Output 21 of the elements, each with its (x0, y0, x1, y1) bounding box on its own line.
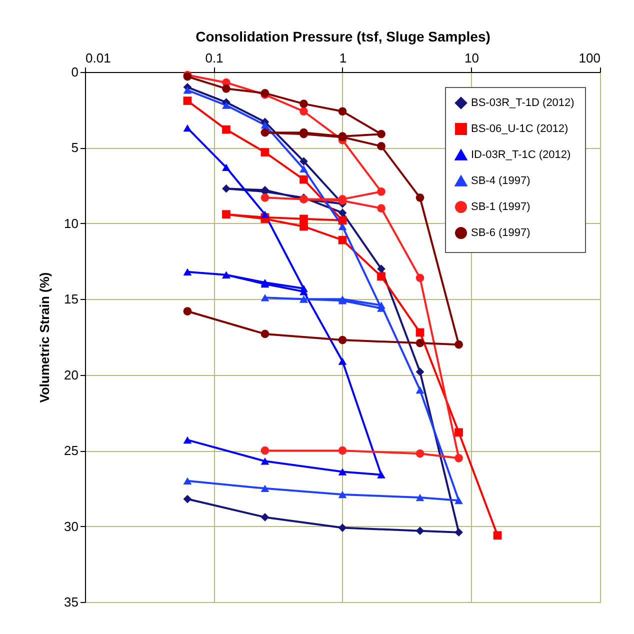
y-tick-label: 30 (64, 518, 78, 534)
legend-label: ID-03R_T-1C (2012) (471, 149, 571, 161)
legend-label: SB-6 (1997) (471, 227, 530, 239)
legend-label: SB-4 (1997) (471, 175, 530, 187)
y-tick-label: 10 (64, 216, 78, 231)
y-tick-label: 5 (71, 140, 78, 156)
y-tick-label: 35 (64, 594, 78, 610)
legend-label: BS-06_U-1C (2012) (471, 123, 568, 135)
y-tick-label: 15 (64, 292, 78, 307)
x-tick-label: 10 (464, 50, 479, 66)
legend-label: BS-03R_T-1D (2012) (471, 97, 574, 109)
legend-label: SB-1 (1997) (471, 201, 530, 213)
y-tick-label: 25 (64, 443, 78, 458)
x-tick-label: 100 (578, 50, 600, 66)
y-tick-label: 20 (64, 367, 78, 382)
x-tick-label: 1 (339, 50, 347, 66)
y-axis-title: Volumetric Strain (%) (37, 272, 52, 403)
y-tick-label: 0 (71, 64, 78, 80)
x-tick-label: 0.01 (86, 50, 111, 66)
x-tick-label: 0.1 (205, 50, 224, 66)
x-axis-title: Consolidation Pressure (tsf, Sluge Samples) (196, 28, 490, 44)
